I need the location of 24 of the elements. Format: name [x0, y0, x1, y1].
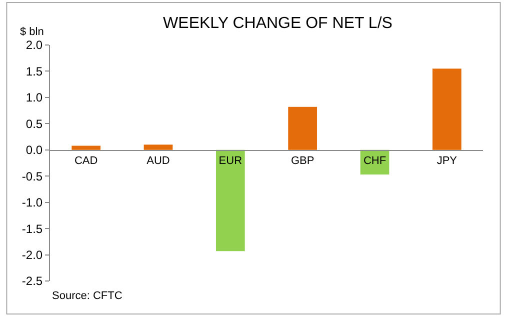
source-note: Source: CFTC — [52, 290, 122, 302]
y-tick-label: -2.5 — [22, 274, 43, 288]
y-tick-label: 0.0 — [26, 143, 43, 158]
bar — [432, 68, 462, 150]
chart-title: WEEKLY CHANGE OF NET L/S — [163, 14, 392, 32]
y-tick-label: 2.0 — [26, 38, 43, 52]
y-tick-label: -0.5 — [22, 169, 43, 184]
x-tick-label: EUR — [218, 155, 242, 168]
y-tick-label: 0.5 — [26, 116, 43, 131]
x-tick-label: CAD — [74, 155, 98, 168]
y-tick-label: -1.5 — [22, 222, 43, 236]
bar — [72, 146, 101, 150]
x-tick-label: CHF — [363, 155, 386, 168]
y-tick-label: -1.0 — [22, 196, 43, 210]
x-tick-label: AUD — [146, 155, 170, 168]
y-tick-label: -2.0 — [22, 248, 43, 262]
x-tick-label: GBP — [290, 155, 314, 168]
y-tick-label: 1.5 — [26, 64, 43, 78]
y-tick-label: 1.0 — [26, 90, 43, 105]
bar — [216, 150, 245, 252]
bar — [288, 106, 318, 150]
x-tick-label: JPY — [436, 155, 458, 168]
bar — [144, 144, 173, 150]
y-axis-title: $ bln — [20, 26, 44, 38]
